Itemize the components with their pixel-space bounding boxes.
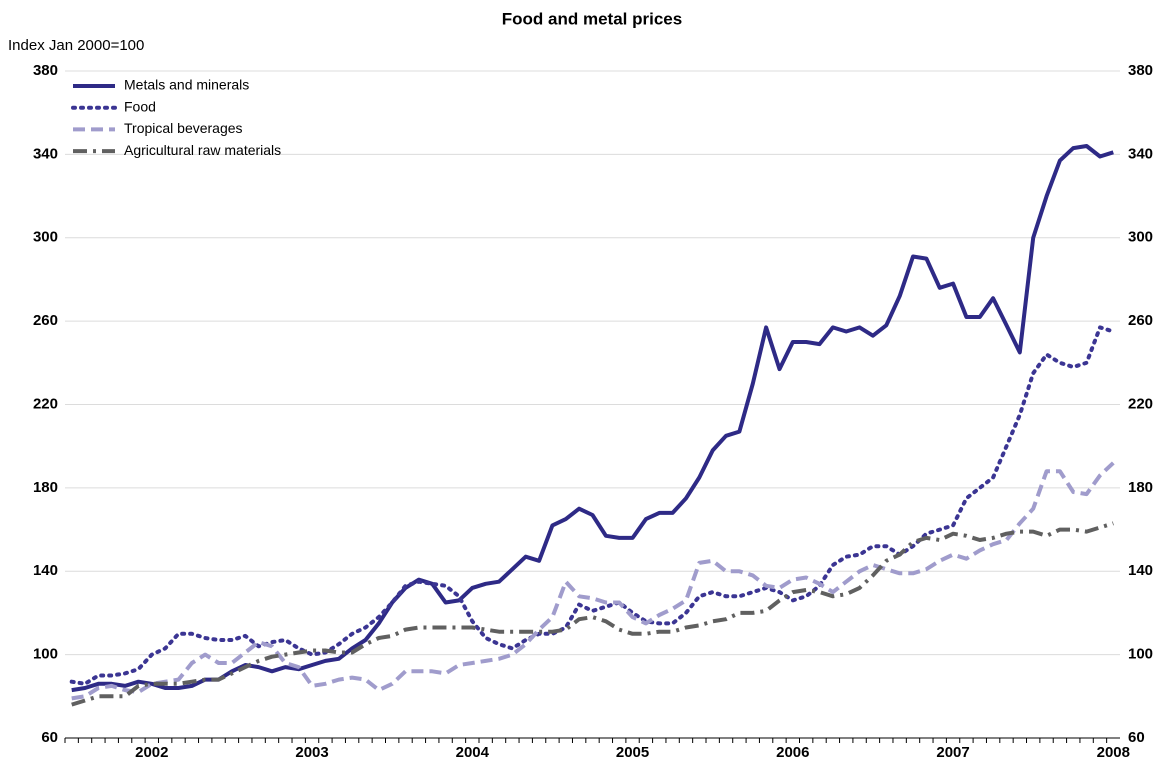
x-tick-label: 2005: [616, 744, 649, 761]
y2-tick-label: 220: [1128, 395, 1153, 412]
y-tick-label: 380: [33, 62, 58, 79]
y-tick-label: 100: [33, 646, 58, 663]
x-tick-label: 2002: [135, 744, 168, 761]
y2-tick-label: 340: [1128, 145, 1153, 162]
y2-tick-label: 380: [1128, 62, 1153, 79]
y2-tick-label: 60: [1128, 729, 1145, 746]
y-tick-label: 220: [33, 395, 58, 412]
x-tick-label: 2007: [936, 744, 969, 761]
x-tick-label: 2008: [1097, 744, 1130, 761]
series-line: [71, 521, 1114, 707]
y2-tick-label: 180: [1128, 479, 1153, 496]
series-line: [71, 144, 1114, 693]
y-tick-label: 340: [33, 145, 58, 162]
y2-tick-label: 140: [1128, 562, 1153, 579]
y2-tick-label: 100: [1128, 646, 1153, 663]
x-tick-label: 2004: [456, 744, 490, 761]
legend-label: Food: [124, 98, 156, 114]
y-tick-label: 300: [33, 229, 58, 246]
y-tick-label: 60: [41, 729, 58, 746]
series-line: [69, 325, 1116, 686]
y-tick-label: 180: [33, 479, 58, 496]
legend-label: Agricultural raw materials: [124, 142, 281, 158]
x-tick-label: 2006: [776, 744, 809, 761]
x-tick-label: 2003: [295, 744, 328, 761]
y-tick-label: 260: [33, 312, 58, 329]
y-axis-label: Index Jan 2000=100: [8, 37, 144, 54]
y2-tick-label: 260: [1128, 312, 1153, 329]
series-line: [71, 461, 1115, 701]
chart-title: Food and metal prices: [502, 9, 682, 28]
y-tick-label: 140: [33, 562, 58, 579]
legend-label: Metals and minerals: [124, 77, 249, 93]
legend-label: Tropical beverages: [124, 120, 243, 136]
y2-tick-label: 300: [1128, 229, 1153, 246]
